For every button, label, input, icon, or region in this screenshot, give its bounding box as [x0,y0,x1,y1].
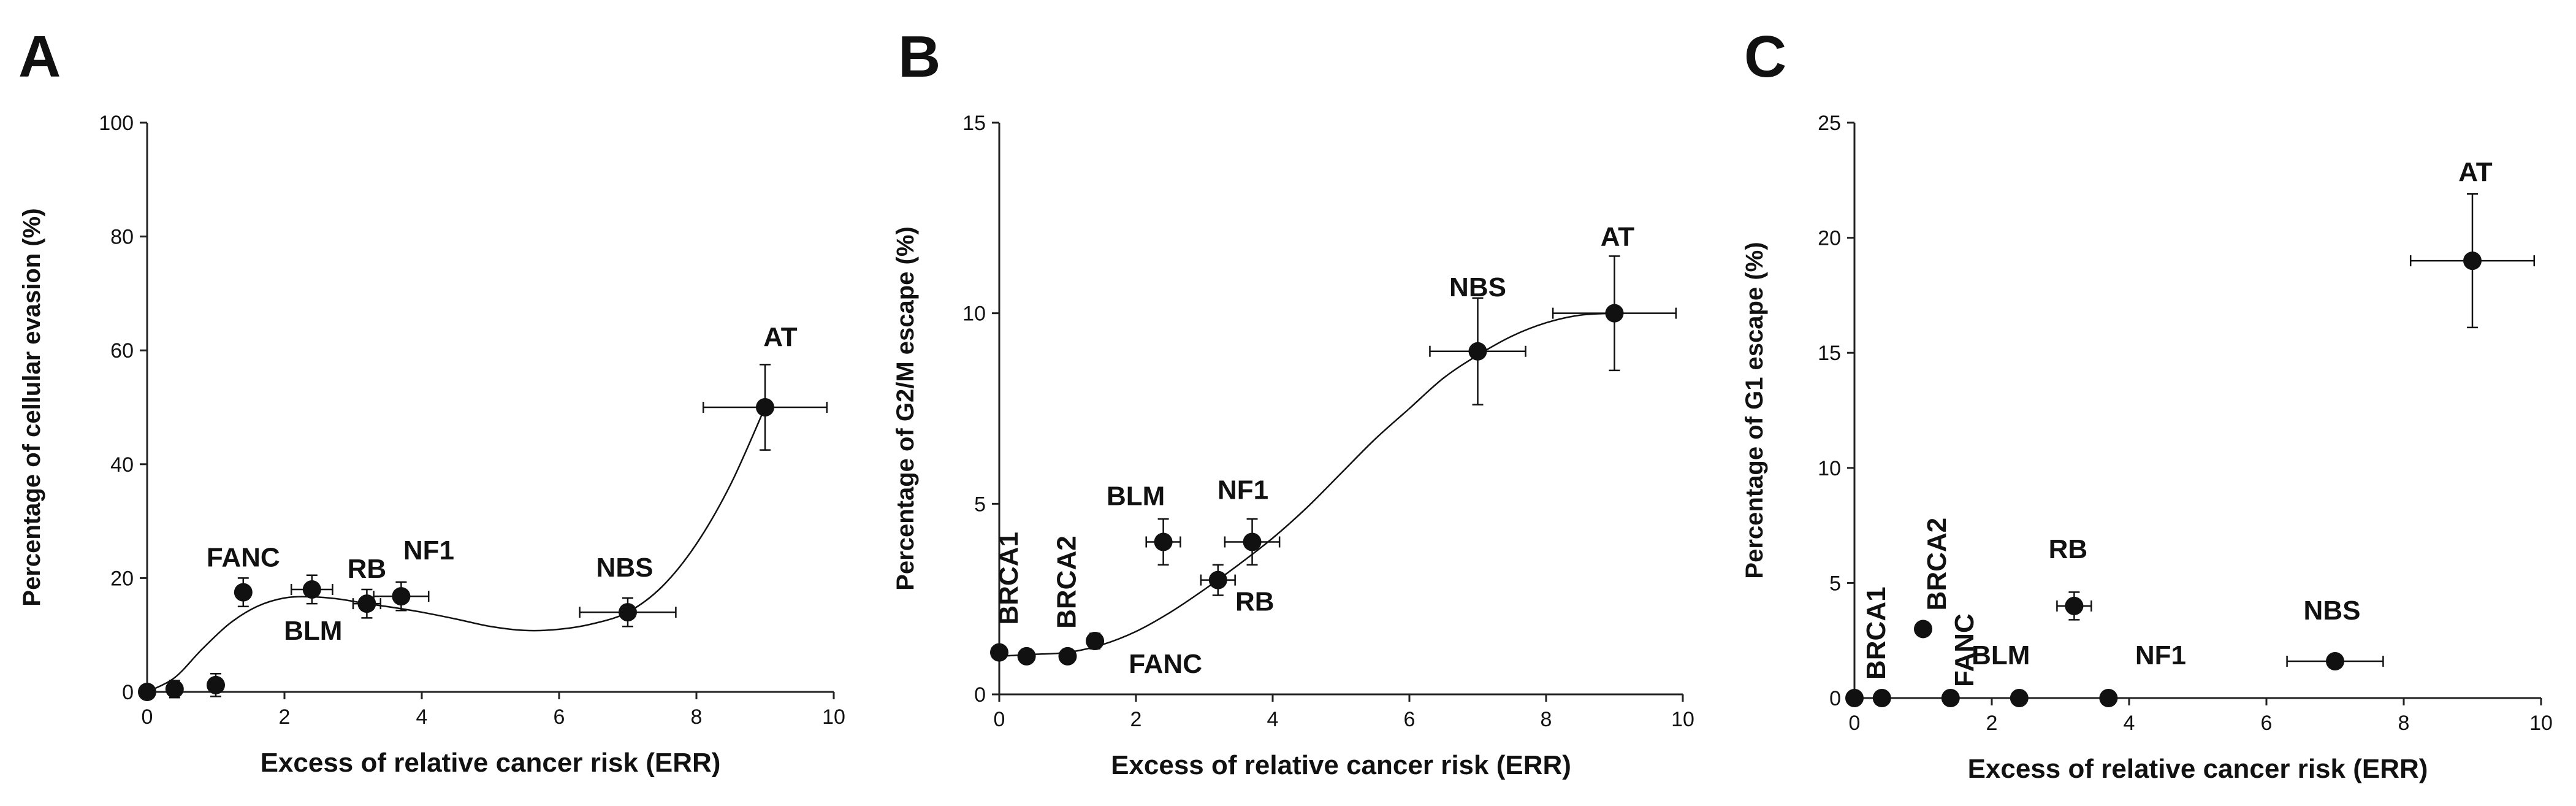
panel-b-x-tick-label: 10 [1671,708,1694,731]
panel-a-data-point [619,603,637,622]
panel-c-point-label-brca2: BRCA2 [1922,518,1952,611]
panel-b-data-point [1605,304,1624,323]
panel-b-point-label-nf1: NF1 [1218,475,1268,505]
panel-c-x-axis-label: Excess of relative cancer risk (ERR) [1968,754,2428,784]
panel-b-x-tick-label: 6 [1404,708,1416,731]
panel-a-data-point [207,675,225,694]
panel-c-y-tick-label: 5 [1829,572,1841,595]
panel-a-data-point [357,594,376,613]
panel-b: B 0 2 4 6 8 10 0 5 10 15 Excess of relative cancer… [892,24,1694,780]
panel-b-point-label-blm: BLM [1107,481,1165,511]
panel-a-data-point [756,398,774,416]
panel-a-y-tick-label: 0 [122,681,134,704]
panel-b-point-label-at: AT [1601,222,1635,252]
panel-c-x-tick-label: 2 [1986,712,1998,735]
panel-c-data-point [2065,596,2084,615]
panel-b-y-tick-label: 5 [974,493,986,516]
panel-c-y-tick-label: 0 [1829,687,1841,710]
panel-a-point-label-rb: RB [348,554,387,584]
panel-c-y-tick-label: 15 [1818,342,1841,365]
panel-a-y-tick-label: 100 [99,112,134,135]
panel-a-point-label-blm: BLM [284,616,342,646]
panel-b-x-tick-label: 8 [1541,708,1552,731]
panel-c-point-label-brca1: BRCA1 [1861,586,1891,680]
panel-c-y-tick-label: 10 [1818,457,1841,480]
panel-a-y-tick-label: 60 [110,339,134,363]
panel-b-y-tick-label: 15 [962,112,986,135]
panel-a-y-tick-label: 40 [110,453,134,477]
panel-c-data-point [2463,251,2482,271]
panel-c-x-tick-label: 0 [1849,712,1861,735]
panel-c-y-tick-label: 25 [1818,112,1841,135]
panel-b-y-axis-label: Percentage of G2/M escape (%) [892,226,919,591]
panel-b-point-label-fanc: FANC [1129,649,1202,679]
panel-a-data-point [302,580,321,599]
panel-b-data-point [1208,570,1227,589]
panel-c-data-point [2099,689,2118,707]
panel-a-x-tick-label: 4 [416,705,428,729]
panel-c-point-label-fanc: FANC [1949,613,1980,687]
panel-b-point-label-brca2: BRCA2 [1052,535,1082,629]
panel-b-y-tick-label: 0 [974,683,986,707]
panel-b-data-point [1058,647,1077,666]
panel-c-x-tick-label: 4 [2124,712,2135,735]
panel-a-point-label-nf1: NF1 [403,535,454,566]
panel-c-x-tick-label: 10 [2529,712,2553,735]
panel-b-letter: B [898,24,940,90]
panel-c-letter: C [1744,24,1786,90]
panel-c-point-label-at: AT [2458,157,2493,187]
panel-a-x-tick-label: 10 [822,705,845,729]
panel-a-letter: A [18,24,61,90]
panel-a-y-axis-label: Percentage of cellular evasion (%) [18,208,45,606]
panel-b-x-axis-label: Excess of relative cancer risk (ERR) [1111,750,1571,780]
panel-a-data-point [392,587,411,606]
panel-c-data-point [1914,620,1932,639]
panel-a-x-axis-label: Excess of relative cancer risk (ERR) [261,748,721,778]
panel-c: C 0 2 4 6 8 10 0 5 10 15 20 25 Excess of relative ca… [1741,24,2553,784]
panel-b-x-tick-label: 4 [1267,708,1279,731]
panel-b-data-point [1154,532,1173,551]
panel-c-data-point [1941,689,1960,707]
panel-a-x-tick-label: 6 [554,705,565,729]
panel-b-data-point [990,643,1008,662]
panel-c-point-label-blm: BLM [1972,640,2030,670]
panel-b-fit-curve [999,312,1615,658]
panel-a-point-label-at: AT [763,322,798,352]
panel-b-x-tick-label: 0 [994,708,1005,731]
panel-a-y-tick-label: 20 [110,567,134,590]
panel-a-x-tick-label: 2 [279,705,291,729]
panel-a-x-tick-label: 0 [142,705,153,729]
panel-c-data-point [1845,689,1864,707]
panel-a-x-tick-label: 8 [691,705,703,729]
panel-a-point-label-nbs: NBS [596,553,654,583]
panel-c-point-label-nbs: NBS [2304,596,2361,626]
panel-b-y-tick-label: 10 [962,302,986,326]
panel-c-y-axis-label: Percentage of G1 escape (%) [1741,242,1768,578]
panel-c-data-point [2010,689,2029,707]
panel-c-point-label-nf1: NF1 [2135,640,2186,670]
panel-c-y-tick-label: 20 [1818,227,1841,250]
panel-b-point-label-brca1: BRCA1 [994,532,1024,625]
panel-a-fit-curve [147,407,766,693]
panel-b-data-point [1017,647,1036,666]
panel-a-y-tick-label: 80 [110,226,134,249]
panel-c-x-tick-label: 8 [2398,712,2410,735]
panel-b-x-tick-label: 2 [1130,708,1142,731]
panel-a-data-point [234,583,253,602]
panel-a-point-label-fanc: FANC [207,543,280,573]
panel-c-data-point [1872,689,1891,707]
panel-a-data-point [138,683,156,701]
panel-b-data-point [1086,632,1105,651]
panel-c-point-label-rb: RB [2049,534,2088,564]
panel-b-data-point [1243,532,1262,551]
panel-b-point-label-rb: RB [1235,587,1275,617]
panel-b-point-label-nbs: NBS [1449,272,1506,302]
panel-c-x-tick-label: 6 [2261,712,2273,735]
panel-c-data-point [2326,651,2344,670]
panel-b-data-point [1468,342,1487,361]
panel-a-data-point [165,680,184,699]
